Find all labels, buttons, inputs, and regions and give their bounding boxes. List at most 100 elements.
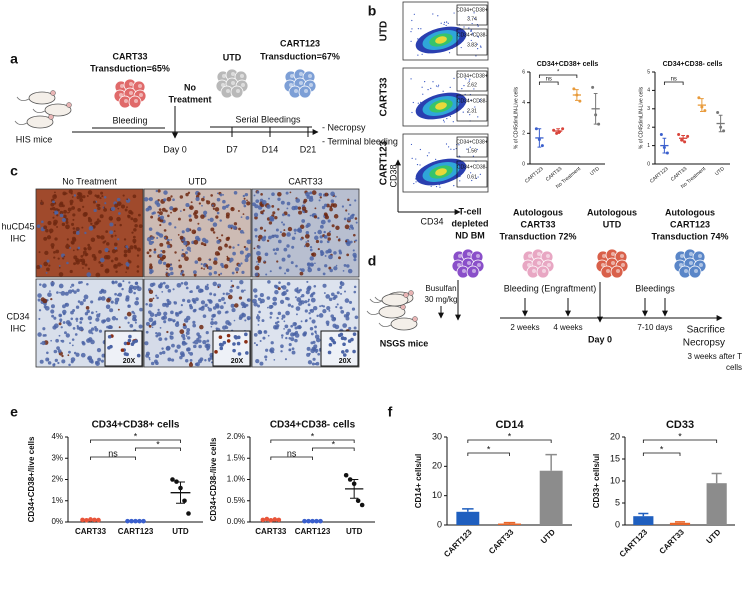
cell-nucleus bbox=[290, 74, 294, 78]
ihc-cell bbox=[291, 350, 296, 355]
ihc-cell bbox=[91, 253, 96, 258]
ihc-cell bbox=[95, 220, 100, 225]
ihc-cell bbox=[65, 244, 71, 249]
ihc-cell bbox=[186, 320, 189, 323]
ihc-cell bbox=[218, 273, 221, 276]
ihc-cell bbox=[65, 333, 70, 338]
ihc-cell bbox=[271, 192, 275, 197]
ihc-cell bbox=[255, 199, 260, 204]
ihc-cell bbox=[43, 225, 48, 230]
ihc-cell bbox=[215, 304, 220, 309]
ihc-cell bbox=[233, 319, 236, 322]
label: cells bbox=[726, 363, 742, 372]
ihc-cell bbox=[54, 210, 59, 215]
flow-dot bbox=[458, 144, 460, 146]
ihc-cell bbox=[154, 359, 158, 364]
ihc-cell bbox=[148, 289, 154, 294]
ihc-cell bbox=[314, 262, 316, 265]
label: UTD bbox=[188, 176, 207, 186]
ihc-cell bbox=[144, 197, 149, 202]
ihc-cell bbox=[44, 334, 47, 337]
ihc-cell bbox=[37, 293, 42, 298]
cell-nucleus bbox=[546, 254, 550, 258]
mouse-tail bbox=[14, 120, 28, 125]
ihc-cell bbox=[189, 351, 194, 356]
ihc-cell bbox=[294, 296, 297, 299]
ihc-cell bbox=[287, 254, 291, 258]
ihc-cell bbox=[236, 271, 238, 274]
ihc-cell bbox=[116, 197, 121, 202]
ihc-cell bbox=[41, 220, 44, 224]
flow-dot bbox=[437, 15, 439, 17]
data-point bbox=[591, 85, 595, 89]
y-tick-label: 1.0% bbox=[227, 475, 245, 484]
ihc-cell bbox=[341, 350, 345, 354]
ihc-cell bbox=[71, 344, 74, 347]
significance-label: ns bbox=[108, 448, 118, 458]
ihc-cell bbox=[321, 205, 326, 210]
ihc-cell bbox=[187, 191, 191, 194]
ihc-cell bbox=[268, 235, 272, 240]
flow-dot bbox=[479, 173, 481, 175]
ihc-cell bbox=[339, 306, 343, 310]
ihc-cell bbox=[100, 359, 105, 363]
ihc-cell bbox=[68, 350, 71, 354]
ihc-cell bbox=[71, 289, 75, 293]
ihc-cell bbox=[273, 284, 278, 288]
label: CART33 bbox=[288, 176, 322, 186]
x-tick-label: UTD bbox=[714, 166, 726, 177]
cell-nucleus bbox=[611, 261, 615, 265]
ihc-cell bbox=[275, 234, 279, 239]
ihc-cell bbox=[347, 216, 352, 221]
y-tick-label: 1% bbox=[51, 496, 63, 505]
ihc-cell bbox=[339, 281, 343, 285]
y-tick-label: 30 bbox=[432, 431, 442, 441]
ihc-cell bbox=[217, 286, 220, 289]
ihc-cell bbox=[159, 215, 165, 220]
ihc-cell bbox=[246, 298, 250, 302]
significance-bracket bbox=[90, 439, 181, 443]
ihc-cell bbox=[167, 214, 170, 218]
y-tick-label: 20 bbox=[432, 461, 442, 471]
mouse bbox=[26, 115, 54, 129]
ihc-cell bbox=[72, 213, 76, 217]
ihc-cell bbox=[277, 208, 280, 211]
ihc-cell bbox=[125, 295, 130, 300]
x-tick-label: CART123 bbox=[649, 166, 670, 185]
ihc-cell bbox=[52, 194, 57, 200]
ihc-cell bbox=[309, 317, 312, 320]
ihc-cell bbox=[148, 254, 152, 258]
ihc-cell bbox=[318, 313, 324, 318]
ihc-cell bbox=[58, 272, 64, 277]
ihc-cell bbox=[122, 280, 125, 283]
ihc-cell bbox=[189, 359, 193, 362]
ihc-cell bbox=[134, 318, 138, 322]
ihc-cell bbox=[211, 204, 214, 207]
ihc-cell bbox=[345, 316, 350, 321]
error-bar bbox=[575, 89, 579, 101]
ihc-cell bbox=[258, 310, 261, 314]
error-bar bbox=[638, 512, 649, 517]
flow-dot bbox=[480, 46, 482, 48]
ihc-cell bbox=[173, 301, 178, 305]
y-axis-label: CD34+CD38-/live cells bbox=[209, 437, 218, 521]
ihc-cell bbox=[166, 330, 169, 334]
cell-nucleus bbox=[129, 91, 133, 95]
ihc-cell bbox=[336, 236, 338, 238]
ihc-cell bbox=[208, 299, 212, 303]
ihc-cell bbox=[280, 344, 284, 349]
ihc-cell bbox=[269, 316, 272, 319]
ihc-cell bbox=[98, 329, 103, 333]
gate bbox=[456, 28, 488, 56]
ihc-cell bbox=[331, 224, 335, 228]
ihc-cell bbox=[254, 294, 258, 298]
ihc-cell bbox=[114, 203, 119, 208]
ihc-cell bbox=[329, 205, 333, 209]
flow-dot bbox=[475, 177, 478, 179]
ihc-cell bbox=[146, 251, 150, 255]
ihc-cell bbox=[151, 326, 154, 329]
chart-title: CD34+CD38+ cells bbox=[537, 61, 599, 68]
ihc-cell bbox=[159, 242, 164, 247]
error-bar bbox=[556, 128, 560, 134]
label: Sacrifice bbox=[687, 325, 726, 336]
